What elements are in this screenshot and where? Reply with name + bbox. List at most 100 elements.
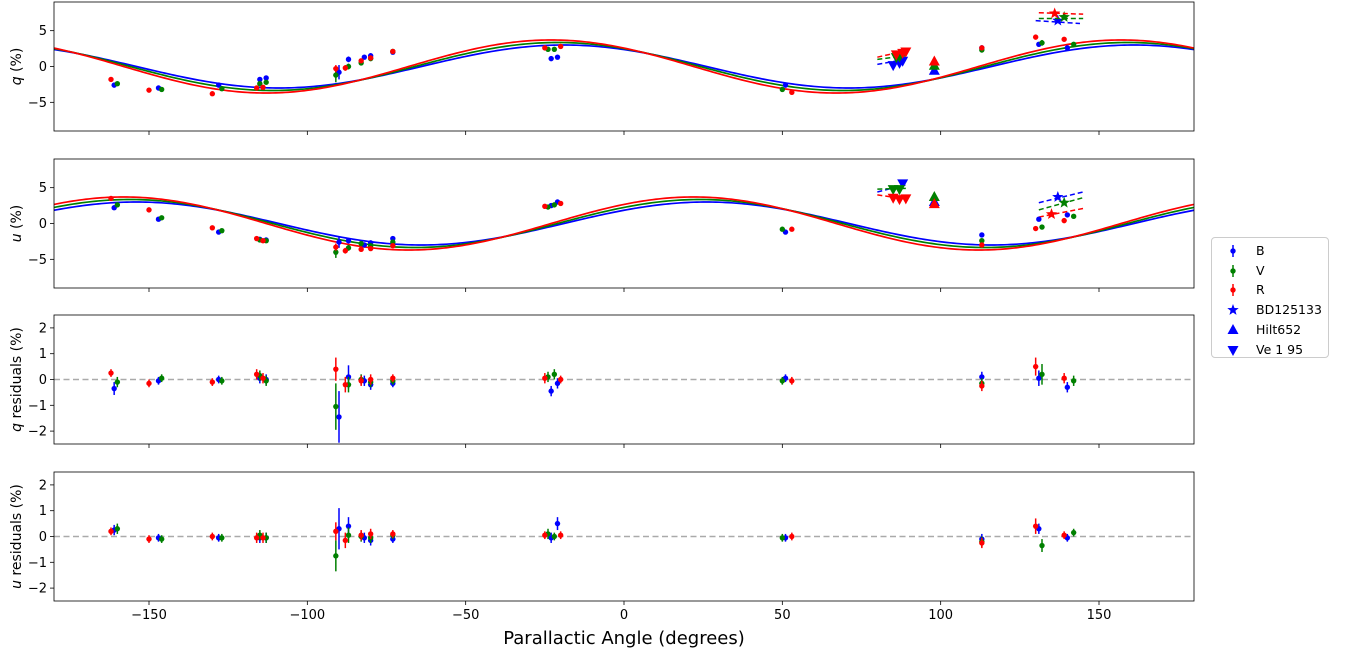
u-standard-point xyxy=(928,190,940,201)
u_res-point-R xyxy=(209,533,216,540)
q_res-point-R xyxy=(333,366,339,372)
u_res-point-V xyxy=(333,553,339,559)
u_res-point-B xyxy=(345,523,352,529)
u-standard-point xyxy=(900,194,912,205)
q-residuals-panel: −2 −1 0 1 2 q residuals (%) xyxy=(9,314,1195,448)
legend-item: Ve 1 95 xyxy=(1212,341,1328,359)
q_res-point-R xyxy=(557,376,564,383)
q-axes-frame xyxy=(53,1,1195,132)
q-plot-area xyxy=(54,7,1194,97)
q-y-tick-label: 0 xyxy=(39,60,47,75)
u_res-point-R xyxy=(1032,523,1039,529)
u-axes-frame xyxy=(53,158,1195,289)
q-model-curve-B xyxy=(54,44,1194,89)
legend-star xyxy=(1227,304,1239,315)
q_res-point-B xyxy=(1036,375,1042,381)
q-standard-point xyxy=(1052,14,1064,26)
u-model-curve-R xyxy=(54,196,1194,251)
u_res-y-axis-label: u residuals (%) xyxy=(9,484,25,589)
q_res-point-R xyxy=(390,375,396,381)
q-point-V xyxy=(333,72,339,78)
q_res-point-B xyxy=(345,374,352,380)
u_res-y-tick-label: 2 xyxy=(39,478,47,493)
q-point-R xyxy=(390,48,396,55)
legend-marker xyxy=(1230,284,1236,297)
q-point-R xyxy=(253,85,260,91)
q-point-V xyxy=(1070,41,1077,47)
q-point-B xyxy=(1064,45,1071,51)
q_res-point-V xyxy=(779,378,786,384)
u_res-point-R xyxy=(108,528,114,535)
u-standard-point xyxy=(1045,208,1058,220)
q-point-R xyxy=(979,45,985,51)
q_res-point-V xyxy=(1070,378,1077,384)
q-point-R xyxy=(146,87,152,93)
x-axis-label: Parallactic Angle (degrees) xyxy=(503,628,745,649)
u_res-y-tick-label: 0 xyxy=(39,530,47,545)
q-point-R xyxy=(542,45,548,51)
u-point-R xyxy=(108,195,114,202)
q_res-point-R xyxy=(108,370,114,376)
q-point-B xyxy=(345,56,352,63)
q-point-B xyxy=(361,54,368,60)
q-standard-point xyxy=(900,47,912,58)
u_res-point-V xyxy=(551,533,558,540)
legend-label: B xyxy=(1256,243,1265,258)
q-y-tick-label: 5 xyxy=(39,24,47,39)
u_res-point-R xyxy=(146,536,152,542)
u_res-point-R xyxy=(542,532,548,538)
q_res-point-R xyxy=(1032,363,1039,370)
u-point-R xyxy=(333,244,339,250)
u_res-y-axis-variable: u xyxy=(9,580,25,589)
u-point-R xyxy=(542,203,548,209)
q-point-V xyxy=(158,86,165,93)
u-point-R xyxy=(367,245,374,252)
x-tick-label: 100 xyxy=(928,608,953,623)
u-plot-area xyxy=(54,179,1194,258)
q-model-curve-R xyxy=(54,39,1194,94)
u-standard-point xyxy=(1058,196,1070,208)
u-y-axis-label: u (%) xyxy=(9,205,25,243)
u-point-V xyxy=(551,202,558,208)
q-point-R xyxy=(557,43,564,50)
u_res-plot-area xyxy=(54,508,1194,572)
q_res-y-axis-unit: residuals (%) xyxy=(9,327,25,423)
x-tick-label: −50 xyxy=(452,608,479,623)
u-standard-point xyxy=(897,179,909,190)
legend-item: BD125133 xyxy=(1212,301,1328,319)
u_res-point-R xyxy=(1061,532,1067,538)
q_res-point-V xyxy=(158,375,165,381)
u-point-V xyxy=(333,249,339,255)
u-y-tick-label: −5 xyxy=(28,253,47,268)
u-standard-trend xyxy=(1038,196,1084,211)
q_res-point-V xyxy=(219,378,225,384)
u-point-V xyxy=(1039,224,1045,230)
q_res-point-B xyxy=(1064,384,1071,390)
u_res-point-R xyxy=(333,528,339,535)
u-residuals-panel: −150 −100 −50 0 50 100 150 −2 −1 0 1 2 u residuals (… xyxy=(9,471,1195,623)
q_res-y-tick-label: 2 xyxy=(39,321,47,336)
x-tick-label: 0 xyxy=(620,608,628,623)
u-point-B xyxy=(979,232,985,238)
q-point-R xyxy=(260,84,266,90)
u-point-R xyxy=(390,243,396,249)
q-point-R xyxy=(1061,36,1067,42)
q_res-y-tick-label: −2 xyxy=(28,425,47,440)
u-model-curve-B xyxy=(54,201,1194,246)
u-point-B xyxy=(336,239,342,245)
legend: B V R BD125133 Hilt652 Ve 1 95 xyxy=(1211,237,1329,358)
legend-triangle-up xyxy=(1227,323,1239,334)
q-point-V xyxy=(779,86,786,93)
u-y-tick-label: 5 xyxy=(39,181,47,196)
legend-label: BD125133 xyxy=(1256,302,1322,318)
q_res-point-R xyxy=(342,381,349,388)
u-point-R xyxy=(789,226,795,232)
u-point-R xyxy=(146,207,152,213)
q_res-point-B xyxy=(336,414,342,420)
q-point-B xyxy=(548,55,554,62)
q_res-point-R xyxy=(146,380,152,387)
q-point-B xyxy=(263,75,269,81)
legend-marker xyxy=(1230,264,1236,277)
q-y-axis-unit: (%) xyxy=(9,48,25,77)
